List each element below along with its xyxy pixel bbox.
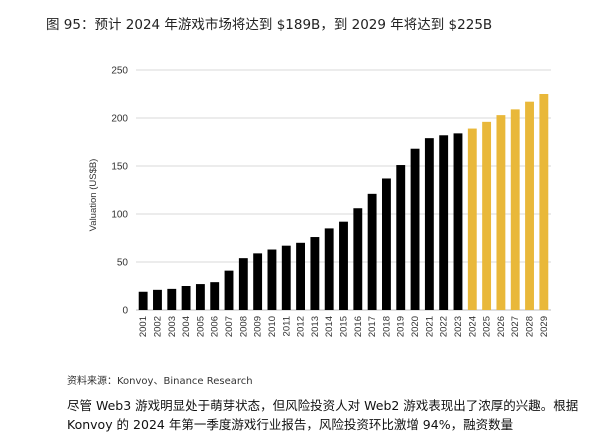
bar-2017 — [367, 193, 377, 310]
y-axis-label: Valuation (US$B) — [88, 159, 99, 232]
bar-2016 — [353, 208, 363, 310]
x-tick-label: 2009 — [253, 316, 264, 337]
x-tick-label: 2011 — [281, 316, 292, 336]
x-tick-label: 2019 — [396, 316, 407, 337]
x-tick-label: 2026 — [496, 316, 507, 337]
bar-2005 — [195, 284, 205, 310]
x-tick-label: 2005 — [195, 316, 206, 337]
x-tick-label: 2012 — [296, 316, 307, 337]
x-tick-label: 2022 — [439, 316, 450, 337]
bar-2025 — [482, 121, 492, 310]
bar-2022 — [439, 135, 449, 310]
y-axis-ticks: 0 50 100 150 200 250 — [111, 66, 128, 317]
bar-2001 — [138, 291, 148, 310]
y-tick-label: 150 — [111, 162, 128, 173]
valuation-bar-chart: 0 50 100 150 200 250 2001 2002 2003 2004 2005 2006… — [88, 66, 551, 337]
bar-2007 — [224, 270, 234, 310]
body-line: Konvoy 的 2024 年第一季度游戏行业报告，风险投资环比激增 94%，融… — [67, 417, 514, 432]
x-tick-label: 2013 — [310, 316, 321, 337]
bar-2004 — [181, 286, 191, 310]
bar-2002 — [153, 289, 162, 310]
x-axis-ticks: 2001 2002 2003 2004 2005 2006 2007 2008 2009 2010… — [138, 316, 550, 337]
x-tick-label: 2003 — [167, 316, 178, 337]
x-tick-label: 2014 — [324, 316, 335, 337]
x-tick-label: 2004 — [181, 316, 192, 337]
y-tick-label: 50 — [117, 258, 129, 269]
bar-2026 — [496, 115, 506, 311]
x-tick-label: 2023 — [453, 316, 464, 337]
figure-title: 图 95：预计 2024 年游戏市场将达到 $189B，到 2029 年将达到 … — [46, 17, 493, 33]
x-tick-label: 2017 — [367, 316, 378, 337]
bar-2003 — [167, 288, 177, 310]
x-tick-label: 2010 — [267, 316, 278, 337]
bar-2009 — [253, 253, 263, 310]
bar-2006 — [210, 282, 220, 310]
bar-2014 — [324, 228, 334, 310]
x-tick-label: 2020 — [410, 316, 421, 337]
x-tick-label: 2024 — [467, 316, 478, 337]
y-tick-label: 100 — [111, 210, 128, 221]
x-tick-label: 2001 — [138, 316, 149, 337]
bars — [138, 94, 549, 311]
bar-2008 — [238, 258, 248, 310]
x-tick-label: 2016 — [353, 316, 364, 337]
x-tick-label: 2002 — [152, 316, 163, 337]
bar-2018 — [381, 178, 391, 310]
x-tick-label: 2021 — [424, 316, 435, 337]
bar-2023 — [453, 133, 463, 310]
bar-2015 — [339, 221, 348, 310]
x-tick-label: 2029 — [539, 316, 550, 337]
x-tick-label: 2008 — [238, 316, 249, 337]
x-tick-label: 2025 — [482, 316, 493, 337]
bar-2021 — [424, 138, 434, 310]
y-tick-label: 0 — [122, 306, 128, 317]
bar-2027 — [510, 109, 520, 310]
body-paragraph: 尽管 Web3 游戏明显处于萌芽状态，但风险投资人对 Web2 游戏表现出了浓厚… — [67, 396, 595, 434]
x-tick-label: 2028 — [525, 316, 536, 337]
source-note: 资料来源：Konvoy、Binance Research — [67, 376, 253, 387]
bar-2019 — [396, 165, 406, 310]
bar-2028 — [525, 101, 534, 311]
y-tick-label: 200 — [111, 114, 128, 125]
x-tick-label: 2006 — [210, 316, 221, 337]
bar-2020 — [410, 148, 420, 310]
y-tick-label: 250 — [111, 66, 128, 77]
bar-2012 — [296, 242, 306, 310]
bar-2013 — [310, 237, 320, 310]
x-tick-label: 2018 — [381, 316, 392, 337]
body-line: 尽管 Web3 游戏明显处于萌芽状态，但风险投资人对 Web2 游戏表现出了浓厚… — [67, 398, 579, 413]
x-tick-label: 2027 — [510, 316, 521, 337]
bar-2024 — [467, 128, 477, 310]
bar-2011 — [281, 245, 291, 310]
bar-2010 — [267, 249, 277, 310]
x-tick-label: 2015 — [339, 316, 350, 337]
x-tick-label: 2007 — [224, 316, 235, 337]
bar-2029 — [539, 94, 549, 310]
